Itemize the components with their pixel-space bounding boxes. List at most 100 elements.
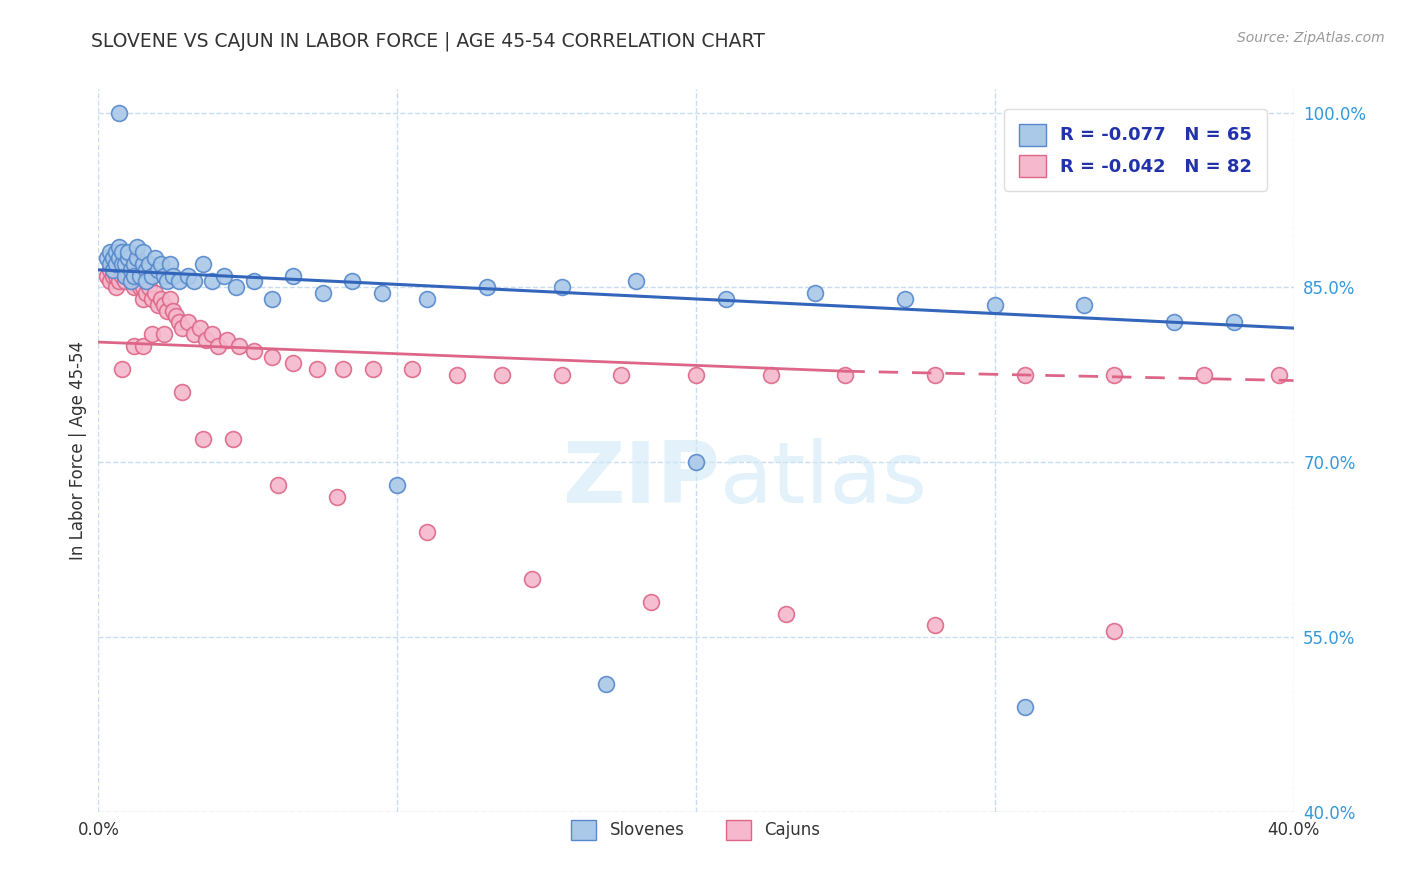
Point <box>371 286 394 301</box>
Point <box>156 275 179 289</box>
Point <box>363 362 385 376</box>
Point <box>1104 624 1126 639</box>
Point <box>148 298 170 312</box>
Point <box>120 275 142 289</box>
Point <box>267 478 290 492</box>
Point <box>177 315 200 329</box>
Point <box>191 432 214 446</box>
Point <box>111 245 134 260</box>
Point <box>127 239 149 253</box>
Y-axis label: In Labor Force | Age 45-54: In Labor Force | Age 45-54 <box>69 341 87 560</box>
Point <box>114 268 136 283</box>
Point <box>305 362 328 376</box>
Point <box>132 257 155 271</box>
Point <box>311 286 333 301</box>
Point <box>167 315 190 329</box>
Point <box>129 268 152 283</box>
Point <box>108 257 131 271</box>
Point <box>120 275 142 289</box>
Point <box>103 268 125 283</box>
Point <box>1073 298 1095 312</box>
Point <box>626 275 648 289</box>
Point <box>260 350 283 364</box>
Point <box>117 251 139 265</box>
Point <box>98 263 122 277</box>
Point <box>117 268 139 283</box>
Point <box>595 676 617 690</box>
Point <box>141 268 163 283</box>
Point <box>96 268 118 283</box>
Point <box>520 572 543 586</box>
Legend: Slovenes, Cajuns: Slovenes, Cajuns <box>565 814 827 847</box>
Point <box>127 263 149 277</box>
Point <box>172 385 194 400</box>
Point <box>191 257 214 271</box>
Point <box>108 251 131 265</box>
Point <box>98 245 122 260</box>
Point <box>129 280 152 294</box>
Point <box>124 257 146 271</box>
Point <box>153 326 176 341</box>
Point <box>127 275 149 289</box>
Point <box>1192 368 1215 382</box>
Point <box>124 280 146 294</box>
Text: SLOVENE VS CAJUN IN LABOR FORCE | AGE 45-54 CORRELATION CHART: SLOVENE VS CAJUN IN LABOR FORCE | AGE 45… <box>91 31 765 51</box>
Point <box>207 338 229 352</box>
Point <box>984 298 1007 312</box>
Point <box>804 286 827 301</box>
Point <box>162 303 184 318</box>
Point <box>834 368 856 382</box>
Point <box>260 292 283 306</box>
Point <box>103 263 125 277</box>
Point <box>225 280 247 294</box>
Point <box>105 280 128 294</box>
Point <box>228 338 250 352</box>
Point <box>640 595 662 609</box>
Point <box>1223 315 1246 329</box>
Point <box>153 298 176 312</box>
Point <box>135 275 157 289</box>
Point <box>167 275 190 289</box>
Point <box>103 251 125 265</box>
Point <box>195 333 218 347</box>
Point <box>243 275 266 289</box>
Point <box>114 263 136 277</box>
Point <box>105 245 128 260</box>
Point <box>114 275 136 289</box>
Point <box>132 280 155 294</box>
Point <box>446 368 468 382</box>
Text: atlas: atlas <box>720 438 928 521</box>
Point <box>759 368 782 382</box>
Point <box>222 432 245 446</box>
Point <box>685 368 707 382</box>
Point <box>212 268 235 283</box>
Point <box>1267 368 1289 382</box>
Point <box>143 286 166 301</box>
Point <box>108 239 131 253</box>
Point <box>105 257 128 271</box>
Point <box>775 607 797 621</box>
Point <box>183 275 205 289</box>
Point <box>243 344 266 359</box>
Point <box>117 245 139 260</box>
Point <box>108 105 131 120</box>
Point <box>385 478 409 492</box>
Point <box>117 257 139 271</box>
Point <box>127 251 149 265</box>
Point <box>332 362 354 376</box>
Point <box>165 310 187 324</box>
Point <box>124 268 146 283</box>
Point <box>111 268 134 283</box>
Point <box>153 268 176 283</box>
Point <box>1104 368 1126 382</box>
Point <box>124 268 146 283</box>
Point <box>124 338 146 352</box>
Point <box>188 321 211 335</box>
Point <box>215 333 238 347</box>
Text: ZIP: ZIP <box>562 438 720 521</box>
Point <box>201 326 224 341</box>
Point <box>924 618 946 632</box>
Point <box>1014 699 1036 714</box>
Point <box>150 292 173 306</box>
Point <box>610 368 633 382</box>
